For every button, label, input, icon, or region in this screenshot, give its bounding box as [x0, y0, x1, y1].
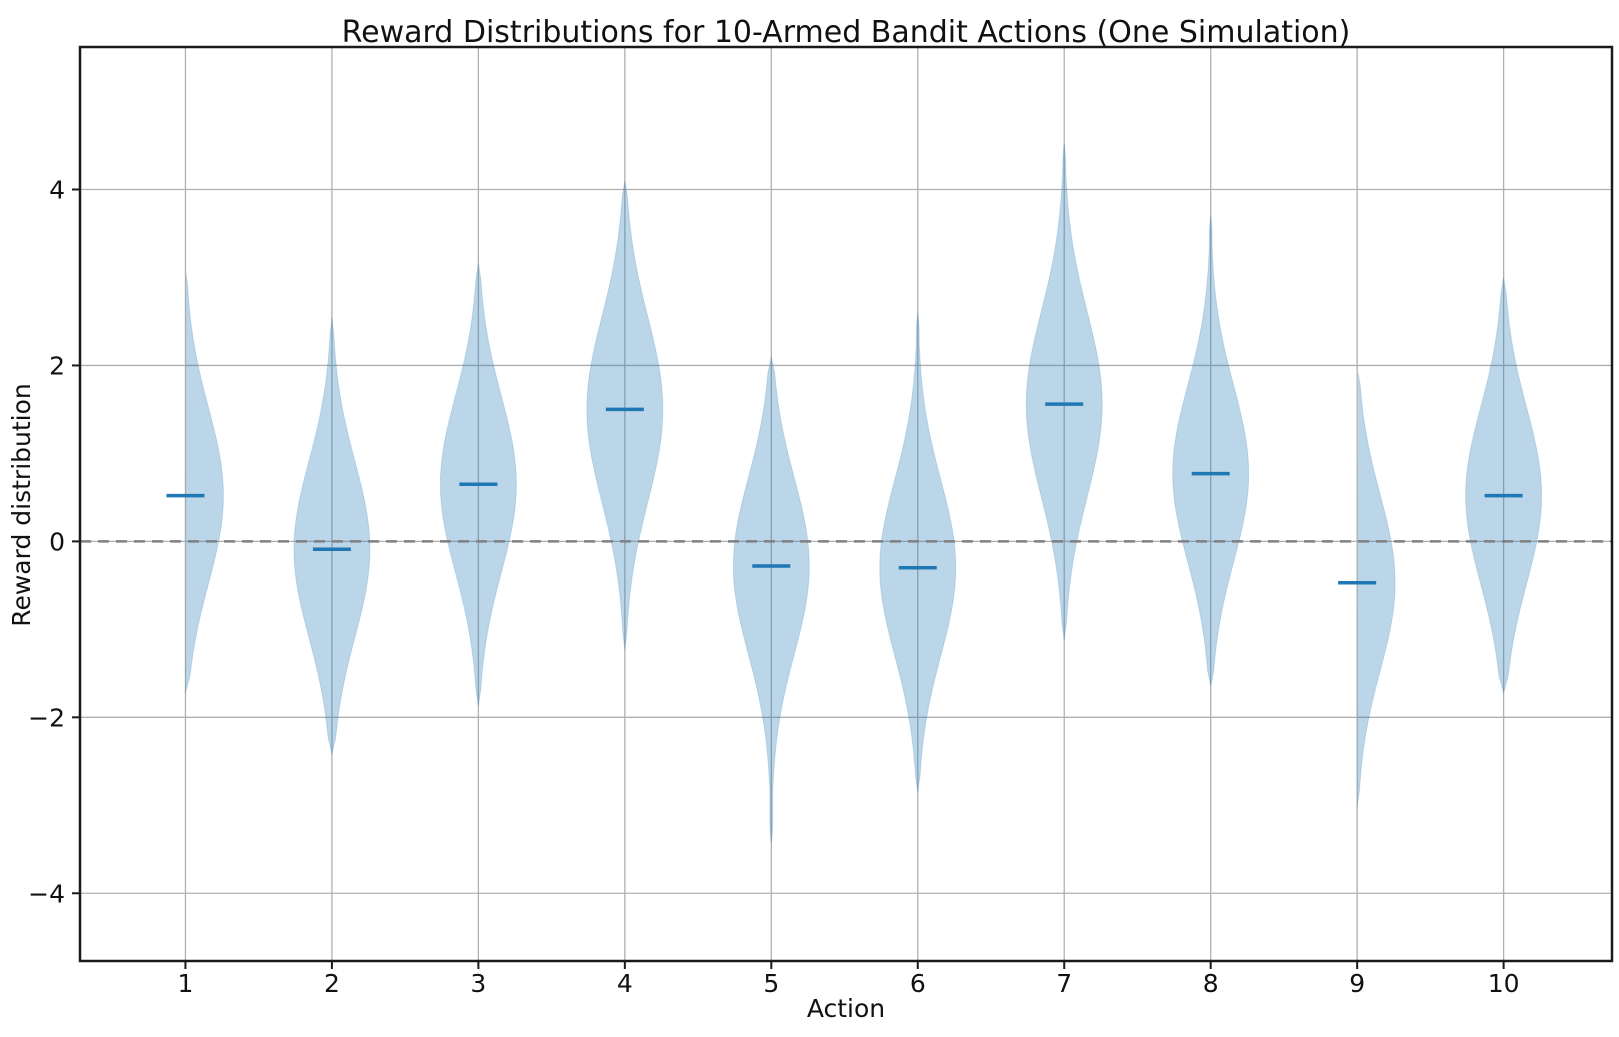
y-tick-label: −2	[28, 703, 65, 732]
violin-body-action-4	[586, 180, 664, 650]
x-tick-label: 3	[470, 969, 486, 998]
axes-spines	[78, 45, 1614, 963]
tick-layer: 1 2 3 4 5 6 7 8 9 10 −4 −2 0 2 4	[28, 176, 1519, 998]
x-tick-label: 5	[763, 969, 779, 998]
chart-title: Reward Distributions for 10-Armed Bandit…	[342, 15, 1351, 50]
x-tick-label: 9	[1349, 969, 1365, 998]
violin-body-action-10	[1465, 277, 1543, 695]
y-tick-label: 4	[49, 176, 65, 205]
x-tick-label: 1	[178, 969, 194, 998]
axes-border	[78, 45, 1614, 963]
annotation-layer	[80, 402, 1612, 585]
violin-body-action-2	[293, 317, 371, 755]
y-tick-label: −4	[28, 879, 65, 908]
violin-body-action-1	[184, 273, 224, 693]
x-tick-label: 2	[324, 969, 340, 998]
y-axis-label: Reward distribution	[7, 383, 36, 627]
y-tick-label: 2	[49, 351, 65, 380]
y-tick-label: 0	[49, 527, 65, 556]
violin-body-action-7	[1025, 143, 1103, 640]
x-tick-label: 10	[1488, 969, 1520, 998]
x-tick-label: 7	[1056, 969, 1072, 998]
violin-body-action-8	[1172, 215, 1250, 687]
x-axis-label: Action	[807, 994, 885, 1023]
x-tick-label: 6	[910, 969, 926, 998]
x-tick-label: 4	[617, 969, 633, 998]
violin-body-action-5	[732, 356, 810, 844]
violin-body-action-6	[879, 312, 957, 793]
x-tick-label: 8	[1203, 969, 1219, 998]
violin-body-action-9	[1356, 372, 1396, 808]
violin-layer	[184, 143, 1543, 844]
